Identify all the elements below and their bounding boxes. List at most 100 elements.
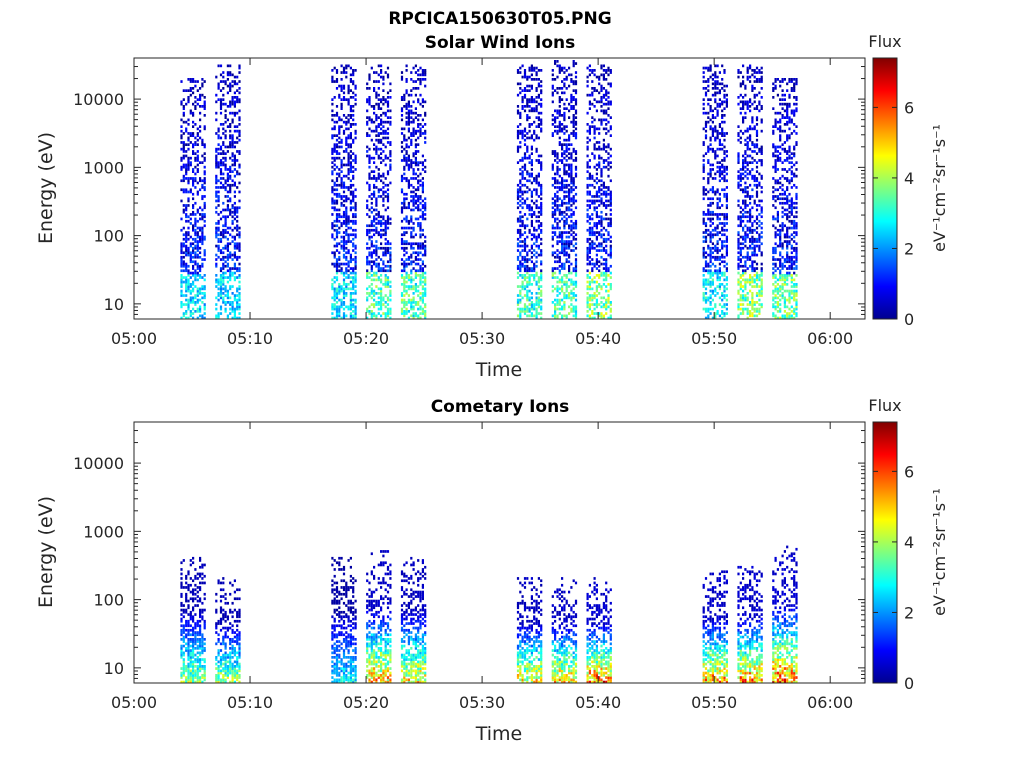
spectrogram-cell xyxy=(414,143,417,146)
spectrogram-cell xyxy=(421,183,424,187)
spectrogram-cell xyxy=(347,305,350,309)
spectrogram-cell xyxy=(354,123,357,126)
spectrogram-cell xyxy=(711,316,714,320)
spectrogram-cell xyxy=(593,127,596,131)
spectrogram-cell xyxy=(574,132,578,135)
spectrogram-cell xyxy=(384,224,387,228)
spectrogram-cell xyxy=(709,285,712,288)
spectrogram-cell xyxy=(574,165,578,169)
spectrogram-cell xyxy=(333,303,336,306)
spectrogram-cell xyxy=(217,312,220,315)
spectrogram-cell xyxy=(201,154,204,158)
spectrogram-cell xyxy=(215,177,218,180)
spectrogram-cell xyxy=(558,292,561,295)
spectrogram-cell xyxy=(217,204,220,207)
spectrogram-cell xyxy=(368,262,371,266)
spectrogram-cell xyxy=(595,181,598,185)
spectrogram-cell xyxy=(570,156,573,160)
spectrogram-cell xyxy=(574,233,578,237)
spectrogram-cell xyxy=(231,118,234,122)
spectrogram-cell xyxy=(421,177,424,180)
spectrogram-cell xyxy=(588,244,591,248)
spectrogram-cell xyxy=(226,226,229,230)
spectrogram-cell xyxy=(331,134,334,137)
spectrogram-cell xyxy=(407,183,410,187)
spectrogram-cell xyxy=(407,201,410,205)
spectrogram-cell xyxy=(570,177,573,180)
spectrogram-cell xyxy=(405,206,408,210)
spectrogram-cell xyxy=(737,138,740,142)
spectrogram-cell xyxy=(335,316,339,320)
spectrogram-cell xyxy=(574,264,578,268)
spectrogram-cell xyxy=(530,213,533,216)
spectrogram-cell xyxy=(233,255,236,259)
spectrogram-cell xyxy=(331,179,334,183)
spectrogram-cell xyxy=(407,129,410,133)
spectrogram-cell xyxy=(352,219,355,223)
spectrogram-cell xyxy=(744,156,747,160)
spectrogram-cell xyxy=(180,289,183,293)
spectrogram-cell xyxy=(558,136,561,140)
spectrogram-cell xyxy=(725,105,728,108)
spectrogram-cell xyxy=(229,125,232,128)
spectrogram-cell xyxy=(384,222,387,225)
spectrogram-cell xyxy=(744,204,747,207)
spectrogram-cell xyxy=(563,179,566,183)
spectrogram-cell xyxy=(203,127,206,131)
spectrogram-cell xyxy=(222,292,225,295)
spectrogram-cell xyxy=(572,222,575,225)
spectrogram-cell xyxy=(349,307,352,311)
spectrogram-cell xyxy=(400,201,404,205)
spectrogram-cell xyxy=(424,264,427,268)
spectrogram-cell xyxy=(373,107,376,110)
spectrogram-cell xyxy=(718,161,721,164)
spectrogram-cell xyxy=(709,188,712,192)
spectrogram-cell xyxy=(333,181,336,185)
spectrogram-cell xyxy=(600,183,603,187)
spectrogram-cell xyxy=(558,231,561,234)
spectrogram-cell xyxy=(226,215,229,219)
spectrogram-cell xyxy=(196,253,199,257)
spectrogram-cell xyxy=(519,82,522,86)
spectrogram-cell xyxy=(389,150,392,153)
spectrogram-cell xyxy=(739,107,742,110)
spectrogram-cell xyxy=(185,219,188,223)
spectrogram-cell xyxy=(721,312,724,315)
spectrogram-cell xyxy=(222,87,225,90)
spectrogram-cell xyxy=(568,208,571,212)
spectrogram-cell xyxy=(723,314,726,318)
spectrogram-cell xyxy=(386,195,390,198)
spectrogram-cell xyxy=(716,114,719,117)
spectrogram-cell xyxy=(718,217,721,221)
spectrogram-cell xyxy=(588,303,591,306)
spectrogram-cell xyxy=(231,170,234,173)
spectrogram-cell xyxy=(354,222,357,225)
spectrogram-cell xyxy=(554,181,557,185)
spectrogram-cell xyxy=(203,201,206,205)
spectrogram-cell xyxy=(563,240,566,243)
spectrogram-cell xyxy=(222,80,225,83)
spectrogram-cell xyxy=(417,98,420,101)
spectrogram-cell xyxy=(572,305,575,309)
spectrogram-cell xyxy=(386,102,390,106)
spectrogram-cell xyxy=(380,219,383,223)
spectrogram-cell xyxy=(238,116,241,119)
spectrogram-cell xyxy=(421,168,424,171)
spectrogram-cell xyxy=(602,109,605,113)
spectrogram-cell xyxy=(342,66,346,70)
spectrogram-cell xyxy=(528,172,531,176)
spectrogram-cell xyxy=(530,199,533,203)
panel-title: Solar Wind Ions xyxy=(425,33,576,53)
spectrogram-cell xyxy=(739,251,742,255)
spectrogram-cell xyxy=(182,269,185,273)
spectrogram-cell xyxy=(354,161,357,164)
spectrogram-cell xyxy=(421,296,424,300)
spectrogram-cell xyxy=(180,118,183,122)
spectrogram-cell xyxy=(709,204,712,207)
spectrogram-cell xyxy=(400,75,404,79)
spectrogram-cell xyxy=(215,314,218,318)
spectrogram-cell xyxy=(725,213,728,216)
spectrogram-cell xyxy=(600,96,603,99)
spectrogram-cell xyxy=(595,267,598,270)
spectrogram-cell xyxy=(714,316,717,320)
